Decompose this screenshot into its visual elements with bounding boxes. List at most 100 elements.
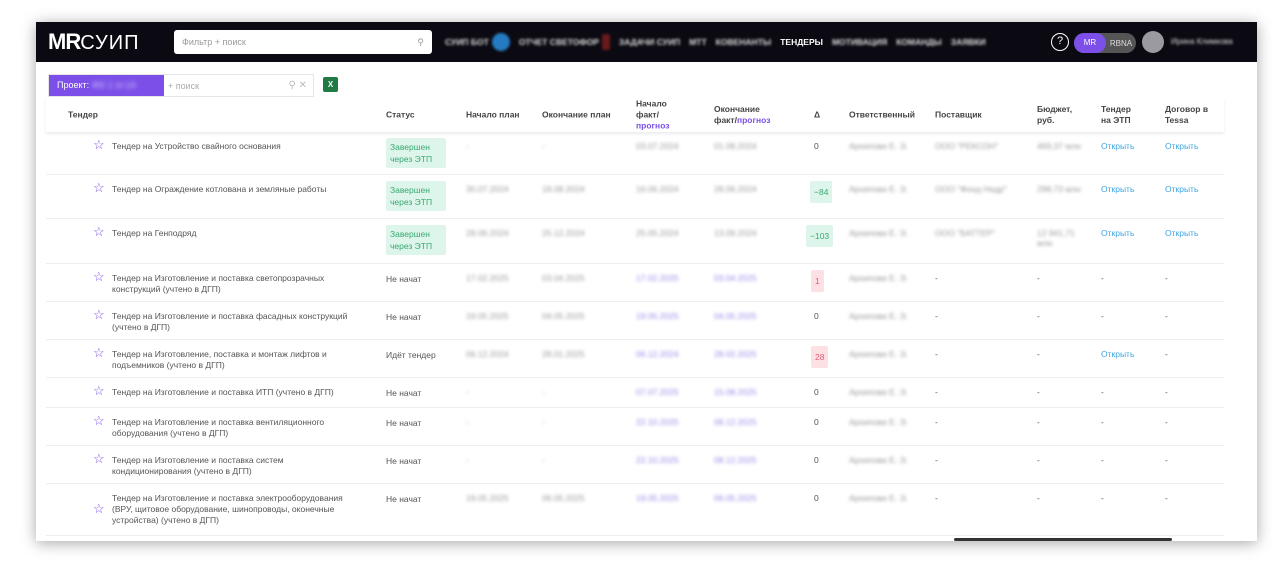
- toggle-rbna[interactable]: RBNA: [1109, 38, 1133, 48]
- tender-name[interactable]: Тендер на Изготовление и поставка ИТП (у…: [112, 387, 334, 397]
- table-row[interactable]: ☆ Тендер на Изготовление и поставка элект…: [46, 484, 1224, 536]
- etp-open-link[interactable]: Открыть: [1101, 349, 1135, 359]
- tender-name[interactable]: Тендер на Генподряд: [112, 228, 197, 238]
- delta-value: 0: [814, 141, 819, 151]
- filter-search-input[interactable]: + поиск: [168, 80, 200, 91]
- star-icon[interactable]: ☆: [93, 180, 105, 195]
- delta-value: 28: [811, 346, 829, 368]
- tessa-open-link[interactable]: Открыть: [1165, 184, 1199, 194]
- budget: -: [1037, 273, 1040, 283]
- project-filter[interactable]: Проект: ЖК 1 эт.1А + поиск ⚲ ✕: [48, 74, 314, 97]
- table-row[interactable]: ☆ Тендер на Устройство свайного основания…: [46, 132, 1224, 175]
- tender-name[interactable]: Тендер на Изготовление и поставка электр…: [112, 493, 343, 525]
- end-plan: 25.12.2024: [542, 228, 585, 238]
- star-icon[interactable]: ☆: [93, 224, 105, 239]
- star-icon[interactable]: ☆: [93, 501, 105, 516]
- etp-empty: -: [1101, 273, 1104, 283]
- nav-item[interactable]: ТЕНДЕРЫ: [780, 33, 823, 51]
- col-etp[interactable]: Тендер на ЭТП: [1101, 104, 1131, 125]
- traffic-light-icon: [601, 34, 610, 50]
- table-row[interactable]: ☆ Тендер на Изготовление и поставка фасад…: [46, 302, 1224, 340]
- tessa-open-link[interactable]: Открыть: [1165, 141, 1199, 151]
- etp-open-link[interactable]: Открыть: [1101, 228, 1135, 238]
- table-row[interactable]: ☆ Тендер на Изготовление и поставка систе…: [46, 446, 1224, 484]
- project-chip[interactable]: Проект: ЖК 1 эт.1А: [49, 75, 164, 96]
- table-row[interactable]: ☆ Тендер на Изготовление и поставка свето…: [46, 264, 1224, 302]
- nav-item[interactable]: КОВЕНАНТЫ: [716, 33, 772, 51]
- end-plan: -: [542, 387, 545, 397]
- col-tender[interactable]: Тендер: [68, 109, 98, 120]
- budget: -: [1037, 455, 1040, 465]
- supplier: -: [935, 273, 938, 283]
- start-plan: 17.02.2025: [466, 273, 509, 283]
- tessa-open-link[interactable]: Открыть: [1165, 228, 1199, 238]
- col-responsible[interactable]: Ответственный: [849, 109, 916, 120]
- nav-item[interactable]: ЗАДАЧИ СУИП: [619, 33, 680, 51]
- table-row[interactable]: ☆ Тендер на Изготовление и поставка ИТП (…: [46, 378, 1224, 408]
- telegram-icon: [491, 33, 510, 51]
- start-fact: 03.07.2024: [636, 141, 679, 151]
- status-badge: Завершен через ЭТП: [386, 181, 446, 211]
- col-supplier[interactable]: Поставщик: [935, 109, 982, 120]
- responsible: Архипова Е. Э.: [849, 493, 909, 503]
- tender-name[interactable]: Тендер на Ограждение котлована и земляны…: [112, 184, 327, 194]
- col-delta[interactable]: Δ: [814, 109, 821, 120]
- star-icon[interactable]: ☆: [93, 413, 105, 428]
- start-plan: -: [466, 387, 469, 397]
- logo[interactable]: MRСУИП: [48, 29, 140, 54]
- clear-icon[interactable]: ✕: [298, 80, 307, 91]
- star-icon[interactable]: ☆: [93, 137, 105, 152]
- avatar[interactable]: [1142, 31, 1164, 53]
- col-end-fact[interactable]: Окончание факт/прогноз: [714, 104, 771, 125]
- col-status[interactable]: Статус: [386, 109, 415, 120]
- company-toggle[interactable]: MR RBNA: [1074, 33, 1136, 53]
- star-icon[interactable]: ☆: [93, 451, 105, 466]
- col-end-plan[interactable]: Окончание план: [542, 109, 611, 120]
- col-tessa[interactable]: Договор в Tessa: [1165, 104, 1209, 125]
- col-start-plan[interactable]: Начало план: [466, 109, 520, 120]
- table-row[interactable]: ☆ Тендер на Изготовление, поставка и монт…: [46, 340, 1224, 378]
- start-plan: -: [466, 455, 469, 465]
- nav-item[interactable]: МТТ: [689, 33, 706, 51]
- nav-item[interactable]: КОМАНДЫ: [896, 33, 942, 51]
- nav-item[interactable]: ОТЧЕТ СВЕТОФОР: [519, 33, 610, 51]
- user-name[interactable]: Ирина Климкова: [1171, 37, 1233, 46]
- budget: -: [1037, 493, 1040, 503]
- etp-open-link[interactable]: Открыть: [1101, 184, 1135, 194]
- etp-open-link[interactable]: Открыть: [1101, 141, 1135, 151]
- table-row[interactable]: ☆ Тендер на Ограждение котлована и землян…: [46, 175, 1224, 219]
- star-icon[interactable]: ☆: [93, 269, 105, 284]
- responsible: Архипова Е. Э.: [849, 455, 909, 465]
- table-row[interactable]: ☆ Тендер на Генподряд Завершен через ЭТП 28…: [46, 219, 1224, 264]
- col-budget[interactable]: Бюджет, руб.: [1037, 104, 1073, 125]
- horizontal-scrollbar[interactable]: [954, 538, 1172, 541]
- tender-name[interactable]: Тендер на Изготовление и поставка фасадн…: [112, 311, 348, 332]
- nav-item[interactable]: СУИП БОТ: [445, 33, 510, 51]
- end-fact: 15.08.2025: [714, 387, 757, 397]
- supplier: -: [935, 349, 938, 359]
- tender-name[interactable]: Тендер на Изготовление и поставка вентил…: [112, 417, 325, 438]
- star-icon[interactable]: ☆: [93, 307, 105, 322]
- tender-name[interactable]: Тендер на Изготовление и поставка систем…: [112, 455, 284, 476]
- global-search-input[interactable]: Фильтр + поиск ⚲: [174, 30, 432, 54]
- excel-export-icon[interactable]: X: [323, 77, 338, 92]
- star-icon[interactable]: ☆: [93, 345, 105, 360]
- search-icon[interactable]: ⚲: [288, 80, 296, 91]
- tessa-empty: -: [1165, 493, 1168, 503]
- table-row[interactable]: ☆ Тендер на Изготовление и поставка венти…: [46, 408, 1224, 446]
- star-icon[interactable]: ☆: [93, 383, 105, 398]
- tessa-empty: -: [1165, 387, 1168, 397]
- tender-name[interactable]: Тендер на Изготовление, поставка и монта…: [112, 349, 327, 370]
- tender-name[interactable]: Тендер на Изготовление и поставка светоп…: [112, 273, 325, 294]
- responsible: Архипова Е. Э.: [849, 387, 909, 397]
- nav-item[interactable]: ЗАЯВКИ: [951, 33, 986, 51]
- toggle-mr[interactable]: MR: [1074, 33, 1106, 53]
- tender-name[interactable]: Тендер на Устройство свайного основания: [112, 141, 281, 151]
- nav-item[interactable]: МОТИВАЦИЯ: [832, 33, 887, 51]
- col-start-fact[interactable]: Начало факт/прогноз: [636, 98, 670, 131]
- top-bar: MRСУИП Фильтр + поиск ⚲ СУИП БОТ ОТЧЕТ СВЕ…: [36, 22, 1257, 62]
- responsible: Архипова Е. Э.: [849, 417, 909, 427]
- end-fact: 28.02.2025: [714, 349, 757, 359]
- help-icon[interactable]: ?: [1051, 33, 1069, 51]
- budget: -: [1037, 349, 1040, 359]
